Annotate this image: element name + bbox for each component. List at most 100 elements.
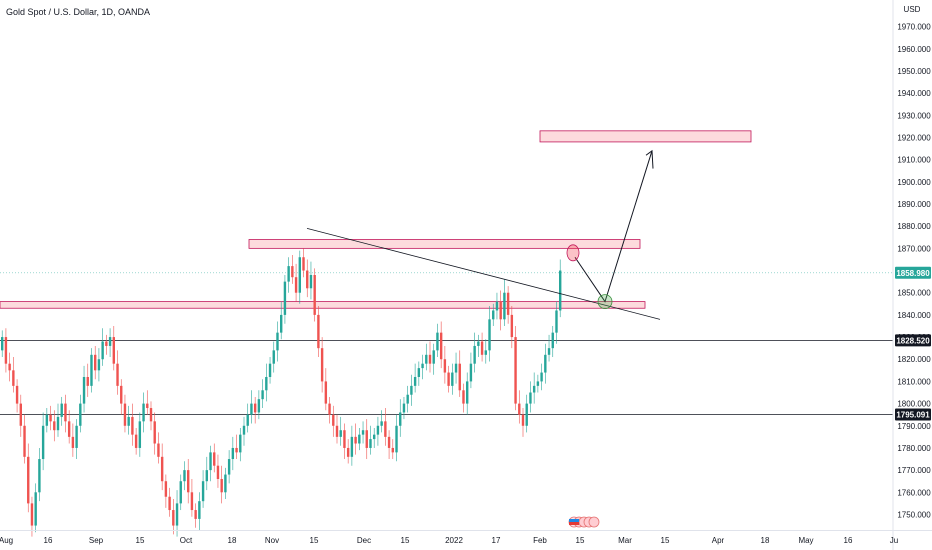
y-tick-label: 1930.000 <box>897 111 931 120</box>
candle <box>439 321 443 369</box>
candle <box>283 274 287 324</box>
candle <box>265 363 268 402</box>
x-tick-label: Nov <box>265 536 279 545</box>
candle <box>309 261 313 300</box>
y-tick-label: 1890.000 <box>897 200 931 209</box>
y-tick-label: 1970.000 <box>897 23 931 32</box>
x-tick-label: 16 <box>44 536 53 545</box>
x-tick-label: Mar <box>618 536 632 545</box>
candle <box>56 403 60 437</box>
candle <box>354 423 357 455</box>
candle <box>547 334 551 362</box>
candle <box>187 459 190 504</box>
candle <box>157 432 160 464</box>
candle <box>417 361 421 386</box>
candle <box>480 332 484 362</box>
y-tick-label: 1900.000 <box>897 178 931 187</box>
candle <box>506 286 510 324</box>
candle <box>138 412 142 457</box>
candle <box>253 396 257 424</box>
candle <box>272 341 275 373</box>
x-tick-label: 17 <box>492 536 501 545</box>
candle <box>451 363 454 395</box>
projection-arrowhead <box>645 149 654 169</box>
x-tick-label: 15 <box>576 536 585 545</box>
candle <box>324 368 328 411</box>
candle <box>101 328 104 366</box>
candle <box>343 423 346 460</box>
candle <box>112 325 115 371</box>
candle <box>466 372 469 415</box>
candle <box>86 363 89 397</box>
candle <box>276 321 279 362</box>
candle <box>220 465 223 504</box>
candle <box>521 408 525 437</box>
candle <box>462 383 465 413</box>
candle <box>261 379 264 409</box>
candle <box>436 323 439 358</box>
candle <box>544 343 547 384</box>
candle <box>384 408 387 446</box>
candle <box>525 394 528 433</box>
candle <box>179 474 182 511</box>
candle <box>358 427 361 451</box>
y-tick-label: 1960.000 <box>897 45 931 54</box>
candle <box>127 405 130 435</box>
candle <box>64 394 67 433</box>
x-tick-label: 18 <box>761 536 770 545</box>
candle <box>432 343 435 375</box>
candle <box>298 250 301 304</box>
candle <box>116 350 119 395</box>
candle <box>532 372 536 404</box>
candle <box>268 357 272 384</box>
y-tick-label: 1820.000 <box>897 355 931 364</box>
candle <box>503 279 506 326</box>
candle <box>194 503 197 528</box>
candle <box>413 363 417 393</box>
candle <box>41 412 45 471</box>
price-tag-label: 1795.091 <box>896 410 930 419</box>
candle <box>514 325 517 411</box>
candle <box>365 419 368 460</box>
candle <box>376 416 380 446</box>
candle <box>361 421 365 444</box>
candle <box>402 396 406 420</box>
candle <box>536 374 540 393</box>
x-tick-label: 16 <box>844 536 853 545</box>
candle <box>168 487 171 517</box>
candle <box>391 439 394 460</box>
candle <box>60 396 63 426</box>
candle <box>23 414 26 464</box>
candle <box>320 337 324 393</box>
candle <box>458 350 461 397</box>
x-tick-label: 15 <box>136 536 145 545</box>
candle <box>454 352 458 384</box>
candle <box>313 268 316 322</box>
candle <box>175 490 179 537</box>
candle <box>346 439 350 464</box>
candle <box>75 419 78 460</box>
candle <box>484 339 487 364</box>
resistance-zone <box>248 239 641 249</box>
y-tick-label: 1750.000 <box>897 510 931 519</box>
candle <box>488 306 491 362</box>
y-tick-label: 1810.000 <box>897 377 931 386</box>
candles-layer <box>1 248 562 537</box>
candle <box>369 425 372 455</box>
chart-title: Gold Spot / U.S. Dollar, 1D, OANDA <box>6 7 151 17</box>
candle <box>34 483 37 533</box>
candle <box>302 248 305 278</box>
candle <box>153 412 156 455</box>
candle <box>410 374 413 406</box>
candle <box>27 443 30 513</box>
candle <box>529 381 532 413</box>
y-tick-label: 1770.000 <box>897 466 931 475</box>
candle <box>227 450 231 484</box>
candle <box>160 443 164 491</box>
candle <box>231 436 235 471</box>
trendline <box>306 228 661 320</box>
x-tick-label: Feb <box>533 536 547 545</box>
candle <box>49 405 52 431</box>
